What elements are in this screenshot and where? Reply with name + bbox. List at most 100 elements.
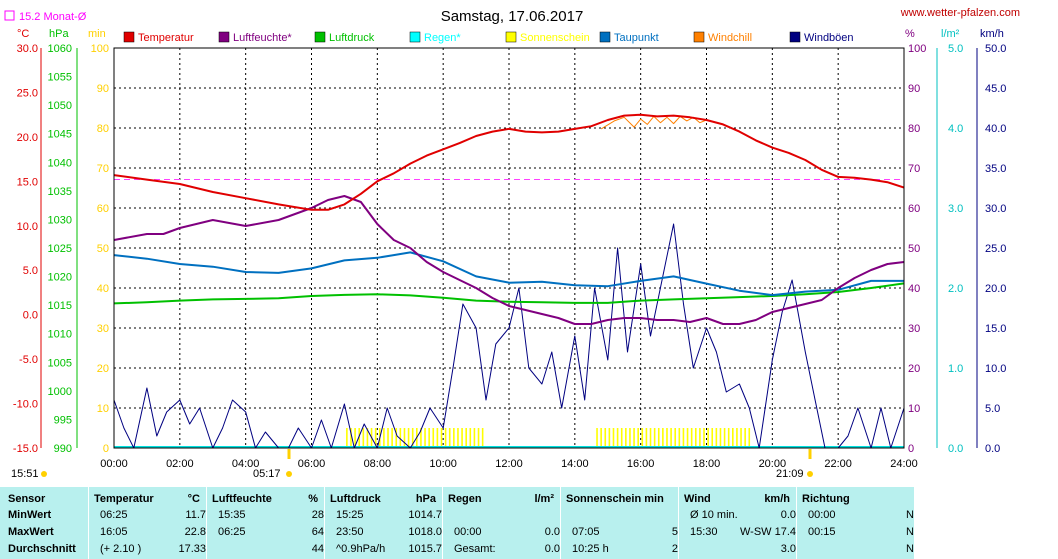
sunshine-bar [629, 428, 631, 448]
humidity-axis-tick-label: 50 [908, 243, 920, 255]
sunshine-bar [736, 428, 738, 448]
legend-swatch [693, 31, 705, 43]
rain-axis-tick-label: 5.0 [948, 43, 963, 55]
cell-time: 00:00 [454, 526, 482, 538]
header-wind-unit: km/h [764, 493, 790, 505]
wind-axis-tick-label: 20.0 [985, 283, 1006, 295]
pressure-axis-tick-label: 1030 [48, 214, 72, 226]
legend-label: Sonnenschein [520, 32, 590, 44]
cell-value: 3.0 [780, 543, 796, 555]
wind-axis-tick-label: 10.0 [985, 363, 1006, 375]
cell-value: 5 [671, 526, 678, 538]
sunshine-bar [440, 428, 443, 448]
header-rain: Regen [448, 493, 482, 505]
axis-layer: 30.0 25.0 20.0 15.0 10.0 5.0 0.0 -5.0 -10.0 -15.0… [13, 43, 1007, 470]
sunshine-bar [641, 428, 644, 448]
sunshine-bar [637, 428, 639, 448]
cell-value: 44 [311, 543, 324, 555]
pressure-axis-tick-label: 1015 [48, 300, 72, 312]
temp-axis-tick-label: -10.0 [13, 399, 38, 411]
cell-value: 28 [311, 509, 324, 521]
cell-time: 06:25 [100, 509, 128, 521]
chart-title: Samstag, 17.06.2017 [441, 8, 584, 25]
cell-value: 17.33 [178, 543, 206, 555]
cell-value: 64 [311, 526, 324, 538]
sunshine-bar [674, 428, 677, 448]
sunshine-bar [657, 428, 660, 448]
header-humidity: Luftfeuchte [212, 493, 272, 505]
cell-value: 22.8 [184, 526, 206, 538]
sun-axis-tick-label: 70 [97, 163, 109, 175]
sunshine-bar [723, 428, 726, 448]
wind-axis-tick-label: 35.0 [985, 163, 1006, 175]
sunshine-bar [740, 428, 742, 448]
sunshine-bar [604, 428, 607, 448]
cell-value: W-SW 17.4 [739, 526, 796, 538]
legend-label: Taupunkt [614, 32, 659, 44]
sunshine-bar [682, 428, 685, 448]
temp-axis-tick-label: 15.0 [17, 176, 38, 188]
rain-axis-tick-label: 0.0 [948, 443, 963, 455]
sunshine-bar [616, 428, 619, 448]
sun-axis-tick-label: 40 [97, 283, 109, 295]
legend-label: Windchill [708, 32, 752, 44]
legend-label: Windböen [804, 32, 854, 44]
sunshine-bar [436, 428, 439, 448]
rain-axis-tick-label: 1.0 [948, 363, 963, 375]
x-tick-label: 20:00 [759, 458, 787, 470]
x-tick-label: 14:00 [561, 458, 589, 470]
cell-value: 11.7 [185, 509, 206, 521]
sunshine-bar [469, 428, 472, 448]
pressure-axis-tick-label: 1000 [48, 386, 72, 398]
cell-value: 1014.7 [408, 509, 442, 521]
pressure-axis-tick-label: 1035 [48, 186, 72, 198]
pressure-axis-tick-label: 990 [54, 443, 72, 455]
pressure-axis-tick-label: 1040 [48, 157, 72, 169]
legend-swatch [505, 31, 517, 43]
sun-axis-tick-label: 30 [97, 323, 109, 335]
site-link[interactable]: www.wetter-pfalzen.com [900, 7, 1020, 19]
pressure-axis-tick-label: 1045 [48, 129, 72, 141]
sunshine-bar [727, 428, 730, 448]
sunshine-bar [358, 428, 361, 448]
sunshine-bar [744, 428, 746, 448]
sunshine-bar [686, 428, 689, 448]
header-direction: Richtung [802, 493, 850, 505]
sunshine-bar [645, 428, 648, 448]
x-tick-label: 16:00 [627, 458, 655, 470]
unit-percent: % [905, 28, 915, 40]
sunshine-bar [387, 428, 389, 448]
sunshine-bar [596, 428, 598, 448]
unit-pressure: hPa [49, 28, 69, 40]
sunshine-bar [424, 428, 426, 448]
col-separator [560, 487, 561, 559]
header-rain-unit: l/m² [534, 493, 554, 505]
cell-time: 15:30 [690, 526, 718, 538]
humidity-axis-tick-label: 90 [908, 83, 920, 95]
cell-value: 0.0 [544, 543, 560, 555]
weather-chart: 30.0 25.0 20.0 15.0 10.0 5.0 0.0 -5.0 -10.0 -15.0… [4, 7, 1020, 480]
cell-time: 15:25 [336, 509, 364, 521]
sunshine-bar [428, 428, 430, 448]
sunshine-bar [699, 428, 701, 448]
sunshine-bar [690, 428, 693, 448]
cell-time: 06:25 [218, 526, 246, 538]
x-tick-label: 02:00 [166, 458, 194, 470]
legend-label: Luftfeuchte* [233, 32, 292, 44]
pressure-axis-tick-label: 1050 [48, 100, 72, 112]
cell-time: 00:00 [808, 509, 836, 521]
sunshine-bar [346, 428, 348, 448]
sunshine-bar [477, 428, 480, 448]
legend-swatch [599, 31, 611, 43]
row-label: Durchschnitt [8, 543, 76, 555]
sunshine-bar [666, 428, 668, 448]
humidity-axis-tick-label: 100 [908, 43, 926, 55]
cell-value: N [906, 509, 914, 521]
wind-axis-tick-label: 30.0 [985, 203, 1006, 215]
x-tick-label: 18:00 [693, 458, 721, 470]
humidity-axis-tick-label: 80 [908, 123, 920, 135]
temp-axis-tick-label: -15.0 [13, 443, 38, 455]
sunshine-bar [608, 428, 611, 448]
sunshine-bar [649, 428, 652, 448]
humidity-axis-tick-label: 70 [908, 163, 920, 175]
